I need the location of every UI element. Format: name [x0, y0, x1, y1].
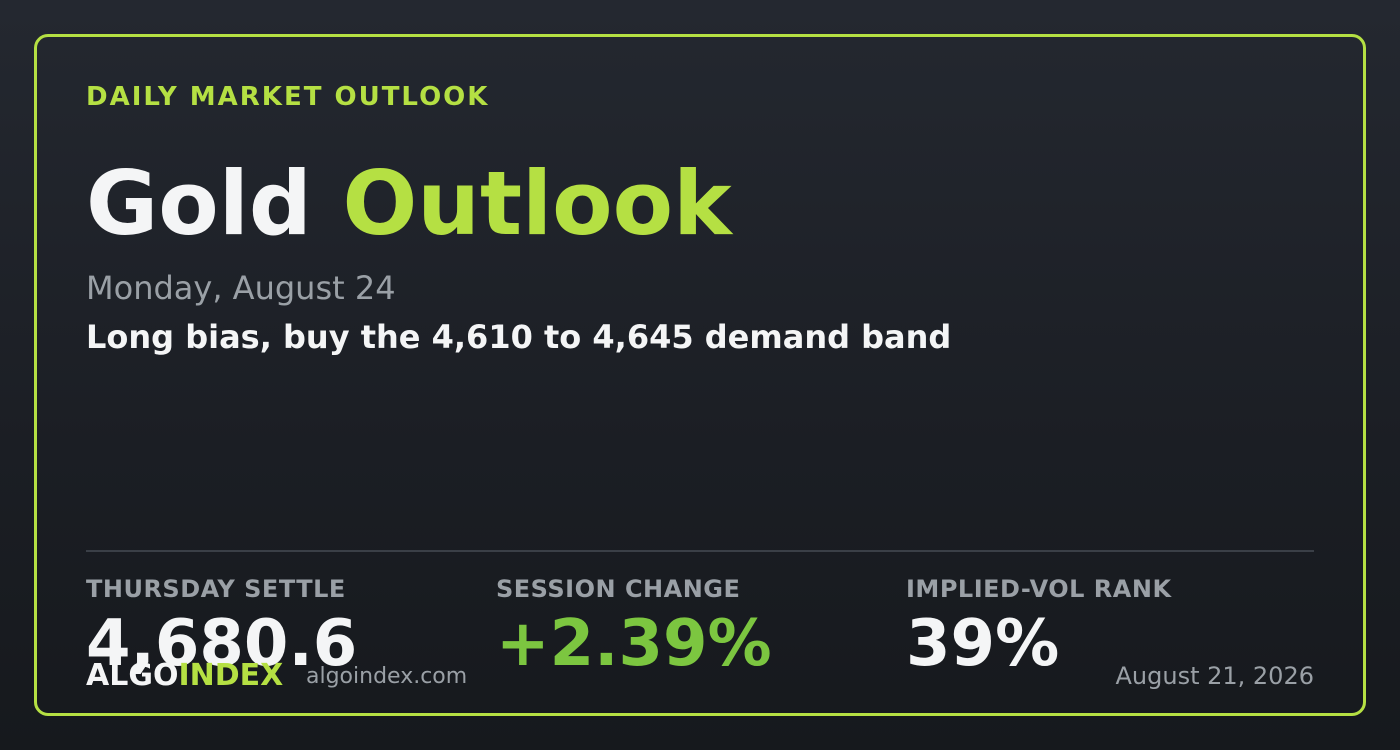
brand-accent: INDEX: [178, 658, 284, 693]
stat-label: THURSDAY SETTLE: [86, 575, 346, 603]
title-main: Gold: [86, 152, 312, 255]
kicker: DAILY MARKET OUTLOOK: [86, 82, 490, 112]
divider: [86, 550, 1314, 552]
stat-label: IMPLIED-VOL RANK: [906, 575, 1172, 603]
headline: Long bias, buy the 4,610 to 4,645 demand…: [86, 318, 952, 356]
brand-main: ALGO: [86, 658, 179, 693]
site: algoindex.com: [306, 664, 468, 689]
title: Gold Outlook: [86, 160, 732, 248]
stat-value: +2.39%: [496, 607, 772, 681]
stat-value: 4,680.6: [86, 607, 358, 681]
title-accent: Outlook: [342, 152, 732, 255]
date: Monday, August 24: [86, 269, 396, 307]
stat-label: SESSION CHANGE: [496, 575, 741, 603]
card-frame: [34, 34, 1366, 716]
stat-value: 39%: [906, 607, 1060, 681]
footer-date: August 21, 2026: [1115, 662, 1315, 690]
brand: ALGOINDEX: [86, 661, 283, 691]
